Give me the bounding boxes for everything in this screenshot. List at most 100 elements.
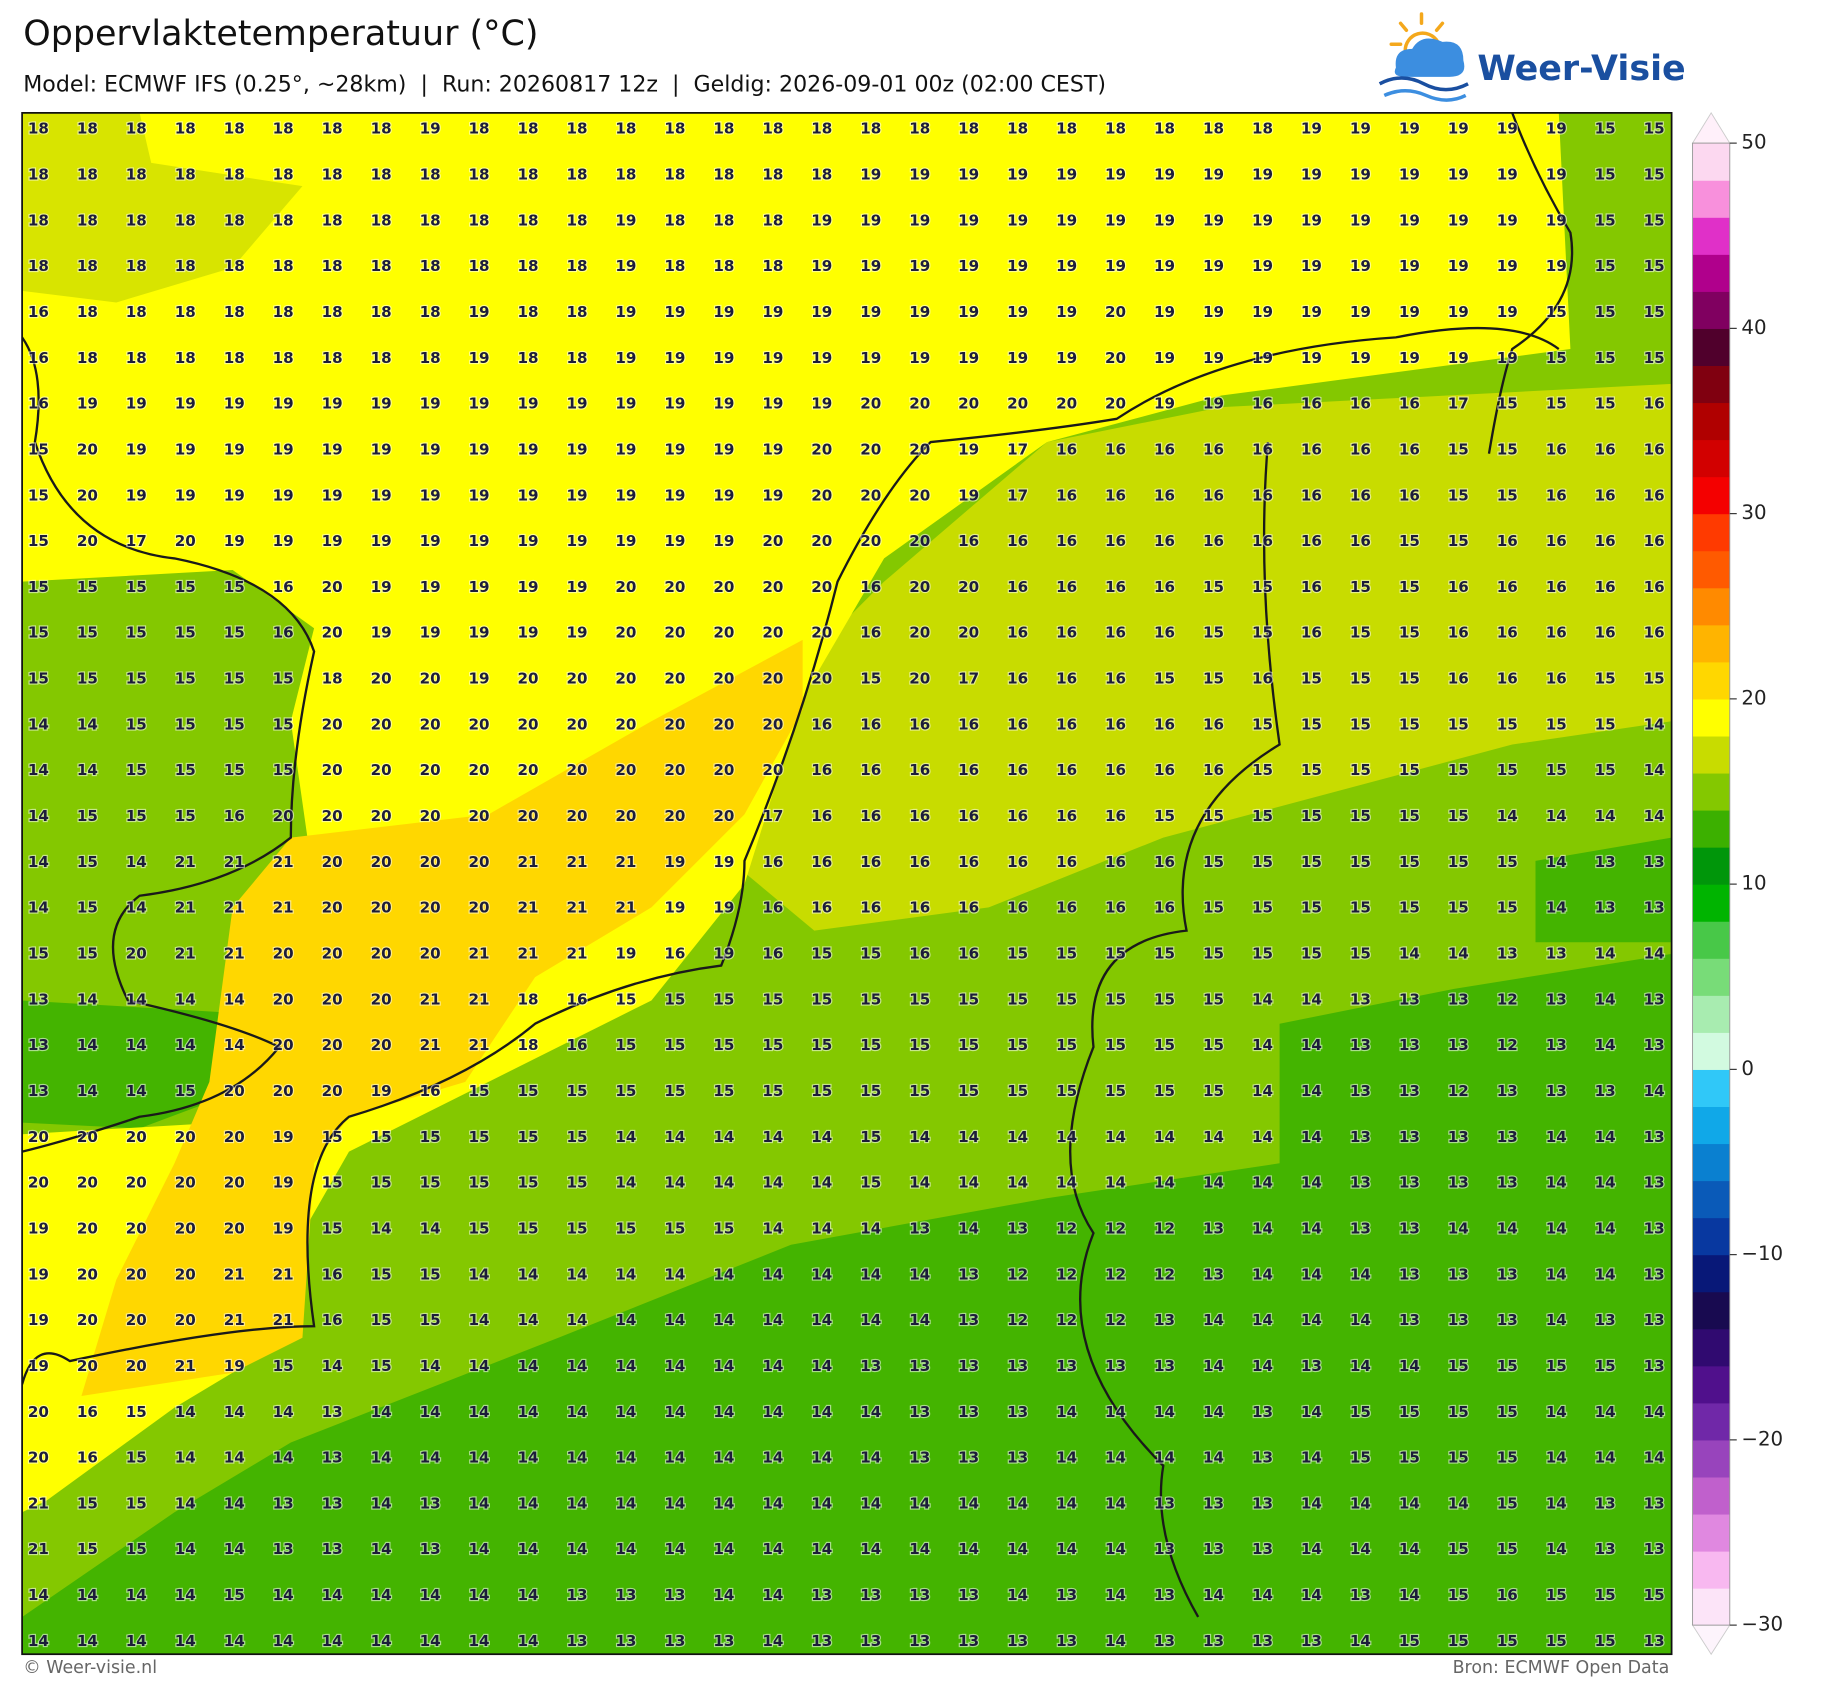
grid-value: 14 — [28, 899, 49, 917]
grid-value: 20 — [909, 486, 930, 504]
grid-value: 13 — [1448, 990, 1469, 1008]
grid-value: 19 — [713, 349, 734, 367]
grid-value: 14 — [762, 1219, 783, 1237]
grid-value: 19 — [1301, 303, 1322, 321]
grid-value: 15 — [1497, 715, 1518, 733]
grid-value: 16 — [1105, 761, 1126, 779]
grid-value: 19 — [1350, 349, 1371, 367]
grid-value: 15 — [1546, 349, 1567, 367]
grid-value: 19 — [420, 120, 441, 138]
grid-value: 15 — [1154, 670, 1175, 688]
grid-value: 21 — [566, 945, 587, 963]
grid-value: 19 — [273, 395, 294, 413]
grid-value: 15 — [518, 1219, 539, 1237]
grid-value: 18 — [518, 211, 539, 229]
grid-value: 13 — [1399, 1128, 1420, 1146]
grid-value: 14 — [126, 990, 147, 1008]
grid-value: 15 — [1350, 899, 1371, 917]
grid-value: 15 — [1056, 990, 1077, 1008]
grid-value: 15 — [1497, 1357, 1518, 1375]
grid-value: 19 — [615, 349, 636, 367]
grid-value: 15 — [77, 1540, 98, 1558]
grid-value: 15 — [126, 624, 147, 642]
grid-value: 18 — [469, 257, 490, 275]
grid-value: 16 — [1252, 532, 1273, 550]
colorbar-band — [1692, 1106, 1730, 1145]
grid-value: 20 — [860, 440, 881, 458]
grid-value: 13 — [909, 1219, 930, 1237]
grid-value: 14 — [126, 1082, 147, 1100]
grid-value: 14 — [664, 1174, 685, 1192]
grid-value: 14 — [713, 1403, 734, 1421]
border — [1069, 441, 1281, 1618]
grid-value: 19 — [518, 578, 539, 596]
grid-value: 15 — [958, 1082, 979, 1100]
grid-value: 16 — [322, 1311, 343, 1329]
grid-value: 14 — [811, 1540, 832, 1558]
value-grid: 18 18 18 18 18 18 18 18 19 18 18 18 18 18 18 18 18 18 18 18… — [27, 119, 1666, 1652]
grid-value: 17 — [126, 532, 147, 550]
grid-value: 18 — [664, 165, 685, 183]
grid-value: 20 — [909, 532, 930, 550]
grid-value: 18 — [713, 165, 734, 183]
grid-value: 13 — [1154, 1632, 1175, 1650]
grid-value: 18 — [518, 120, 539, 138]
grid-value: 21 — [224, 899, 245, 917]
grid-value: 14 — [1595, 945, 1616, 963]
grid-value: 13 — [1252, 1403, 1273, 1421]
grid-value: 18 — [566, 303, 587, 321]
grid-value: 14 — [664, 1494, 685, 1512]
grid-value: 14 — [1644, 1082, 1665, 1100]
grid-value: 19 — [664, 853, 685, 871]
grid-value: 14 — [469, 1586, 490, 1604]
colorbar-tick-label: 50 — [1741, 131, 1766, 154]
grid-value: 15 — [77, 945, 98, 963]
colorbar-tick-label: −20 — [1741, 1427, 1783, 1450]
grid-value: 19 — [273, 1128, 294, 1146]
grid-value: 20 — [273, 990, 294, 1008]
grid-value: 16 — [860, 807, 881, 825]
grid-value: 14 — [1497, 807, 1518, 825]
grid-value: 18 — [420, 165, 441, 183]
colorbar-extend-top — [1691, 111, 1731, 144]
grid-value: 18 — [322, 670, 343, 688]
grid-value: 14 — [518, 1357, 539, 1375]
grid-value: 21 — [469, 1036, 490, 1054]
grid-value: 14 — [518, 1265, 539, 1283]
grid-value: 20 — [175, 1311, 196, 1329]
grid-value: 19 — [713, 395, 734, 413]
grid-value: 15 — [664, 1219, 685, 1237]
grid-value: 14 — [1350, 1540, 1371, 1558]
grid-value: 20 — [860, 532, 881, 550]
grid-value: 21 — [615, 853, 636, 871]
grid-value: 19 — [322, 440, 343, 458]
grid-value: 19 — [713, 853, 734, 871]
grid-value: 13 — [1497, 1128, 1518, 1146]
grid-value: 18 — [175, 303, 196, 321]
logo: Weer-Visie — [1378, 12, 1686, 102]
grid-value: 19 — [175, 440, 196, 458]
grid-value: 15 — [126, 670, 147, 688]
grid-value: 16 — [1497, 578, 1518, 596]
grid-value: 16 — [273, 624, 294, 642]
grid-value: 13 — [1644, 1632, 1665, 1650]
grid-value: 14 — [615, 1357, 636, 1375]
grid-value: 14 — [615, 1449, 636, 1467]
grid-value: 15 — [1595, 761, 1616, 779]
grid-value: 12 — [1154, 1219, 1175, 1237]
grid-value: 19 — [1154, 303, 1175, 321]
grid-value: 14 — [1252, 1586, 1273, 1604]
grid-value: 19 — [1007, 349, 1028, 367]
grid-value: 13 — [713, 1632, 734, 1650]
grid-value: 20 — [811, 624, 832, 642]
grid-value: 20 — [518, 715, 539, 733]
grid-value: 15 — [126, 1494, 147, 1512]
grid-value: 14 — [1252, 1265, 1273, 1283]
grid-value: 16 — [1399, 395, 1420, 413]
grid-value: 19 — [1154, 165, 1175, 183]
colorbar-band — [1692, 772, 1730, 811]
grid-value: 13 — [1007, 1219, 1028, 1237]
grid-value: 13 — [1007, 1403, 1028, 1421]
grid-value: 15 — [1448, 440, 1469, 458]
